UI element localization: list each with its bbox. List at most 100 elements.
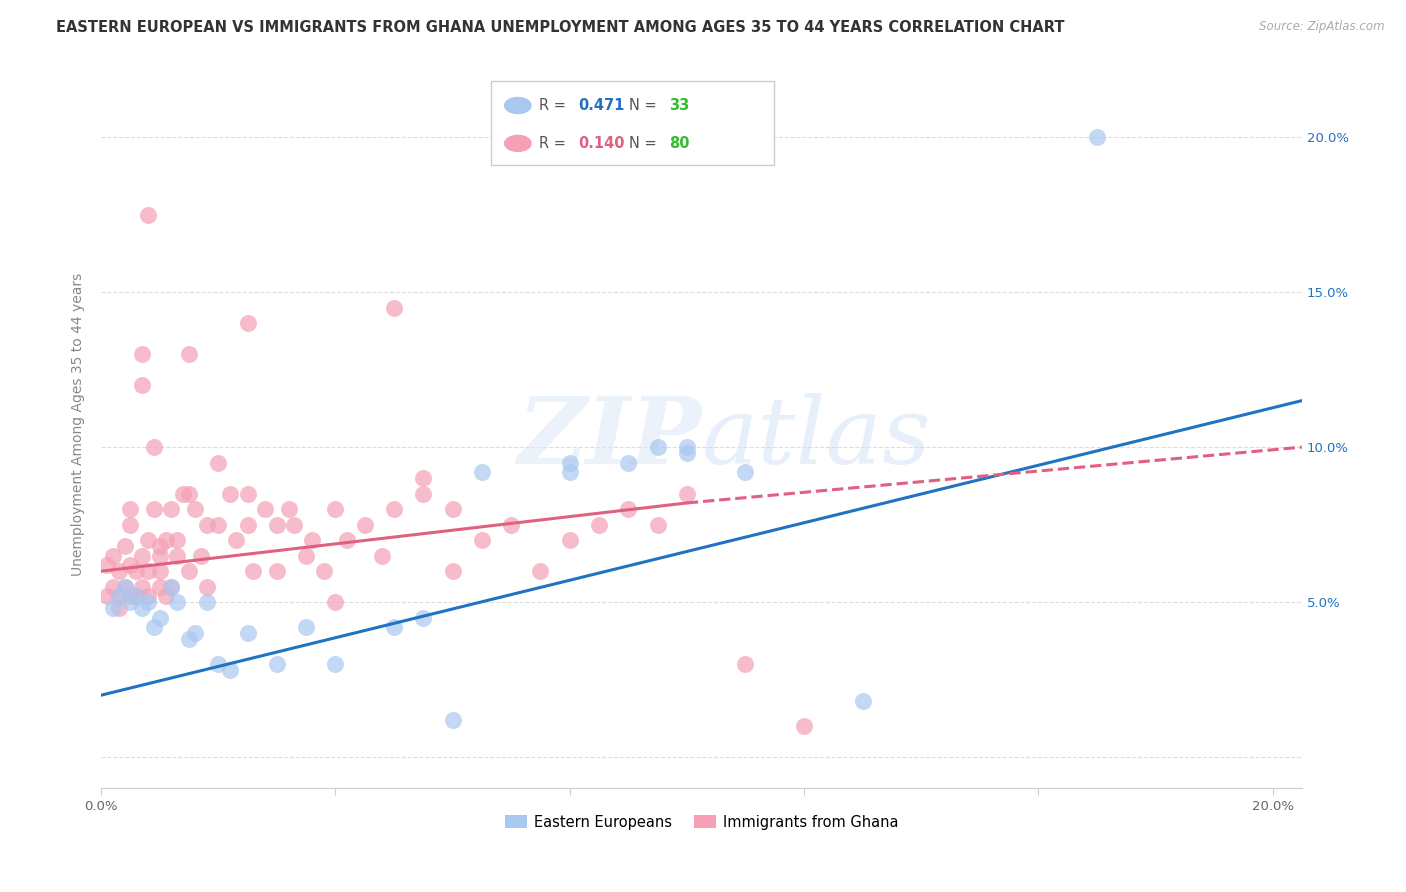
Point xyxy=(149,580,172,594)
Point xyxy=(136,564,159,578)
Point xyxy=(312,564,335,578)
Point xyxy=(177,564,200,578)
Point xyxy=(852,694,875,708)
Point xyxy=(558,465,581,479)
Point xyxy=(131,347,153,361)
Point xyxy=(277,502,299,516)
Point xyxy=(325,657,347,672)
Point xyxy=(266,657,288,672)
Point xyxy=(190,549,212,563)
Text: atlas: atlas xyxy=(702,393,931,483)
Point xyxy=(412,486,434,500)
Point xyxy=(676,446,699,460)
Point xyxy=(131,580,153,594)
Point xyxy=(149,540,172,554)
Point xyxy=(142,620,165,634)
Point xyxy=(101,601,124,615)
Point xyxy=(207,657,229,672)
Point xyxy=(647,517,669,532)
Point xyxy=(107,589,129,603)
Point xyxy=(734,657,756,672)
Point xyxy=(242,564,264,578)
Point xyxy=(734,465,756,479)
Point xyxy=(136,208,159,222)
Point xyxy=(1085,130,1108,145)
Text: R =: R = xyxy=(540,98,571,113)
Text: 0.471: 0.471 xyxy=(578,98,624,113)
Point xyxy=(588,517,610,532)
Point xyxy=(336,533,359,548)
Point xyxy=(125,589,148,603)
Point xyxy=(266,564,288,578)
Point xyxy=(184,626,207,640)
Point xyxy=(295,620,318,634)
Point xyxy=(558,533,581,548)
Point xyxy=(617,456,640,470)
Point xyxy=(441,502,464,516)
Point xyxy=(295,549,318,563)
Point xyxy=(155,533,177,548)
Point xyxy=(471,465,494,479)
Point xyxy=(142,440,165,454)
Point xyxy=(125,564,148,578)
Point xyxy=(120,502,142,516)
Point xyxy=(120,558,142,572)
Point xyxy=(412,610,434,624)
Point xyxy=(529,564,551,578)
Point xyxy=(676,486,699,500)
Point xyxy=(149,564,172,578)
Point xyxy=(177,486,200,500)
Point xyxy=(166,533,188,548)
Text: 33: 33 xyxy=(669,98,689,113)
Point xyxy=(160,502,183,516)
Text: Source: ZipAtlas.com: Source: ZipAtlas.com xyxy=(1260,20,1385,33)
Point xyxy=(501,517,523,532)
Point xyxy=(283,517,305,532)
Point xyxy=(107,589,129,603)
Point xyxy=(676,440,699,454)
Point xyxy=(301,533,323,548)
Point xyxy=(382,620,405,634)
Point xyxy=(184,502,207,516)
Legend: Eastern Europeans, Immigrants from Ghana: Eastern Europeans, Immigrants from Ghana xyxy=(499,809,904,836)
Point xyxy=(101,549,124,563)
Point xyxy=(107,601,129,615)
Point xyxy=(195,517,218,532)
Point xyxy=(107,564,129,578)
Point xyxy=(371,549,394,563)
Point xyxy=(219,664,242,678)
Point xyxy=(225,533,247,548)
Point xyxy=(219,486,242,500)
Point xyxy=(125,589,148,603)
Point xyxy=(236,626,259,640)
Point xyxy=(195,580,218,594)
Point xyxy=(236,316,259,330)
Point xyxy=(236,486,259,500)
Point xyxy=(207,517,229,532)
Point xyxy=(136,589,159,603)
Point xyxy=(120,595,142,609)
Text: R =: R = xyxy=(540,136,571,151)
Point xyxy=(160,580,183,594)
Point xyxy=(96,589,118,603)
Point xyxy=(120,517,142,532)
Point xyxy=(195,595,218,609)
Y-axis label: Unemployment Among Ages 35 to 44 years: Unemployment Among Ages 35 to 44 years xyxy=(72,272,86,575)
Point xyxy=(325,595,347,609)
Text: 80: 80 xyxy=(669,136,689,151)
Point xyxy=(142,502,165,516)
Point xyxy=(131,549,153,563)
Point xyxy=(131,601,153,615)
Point xyxy=(647,440,669,454)
Point xyxy=(382,502,405,516)
Point xyxy=(136,533,159,548)
FancyBboxPatch shape xyxy=(492,81,773,165)
Point xyxy=(120,589,142,603)
Point xyxy=(149,610,172,624)
Text: ZIP: ZIP xyxy=(517,393,702,483)
Point xyxy=(441,713,464,727)
Point xyxy=(266,517,288,532)
Point xyxy=(177,632,200,647)
Point xyxy=(96,558,118,572)
Point xyxy=(166,549,188,563)
